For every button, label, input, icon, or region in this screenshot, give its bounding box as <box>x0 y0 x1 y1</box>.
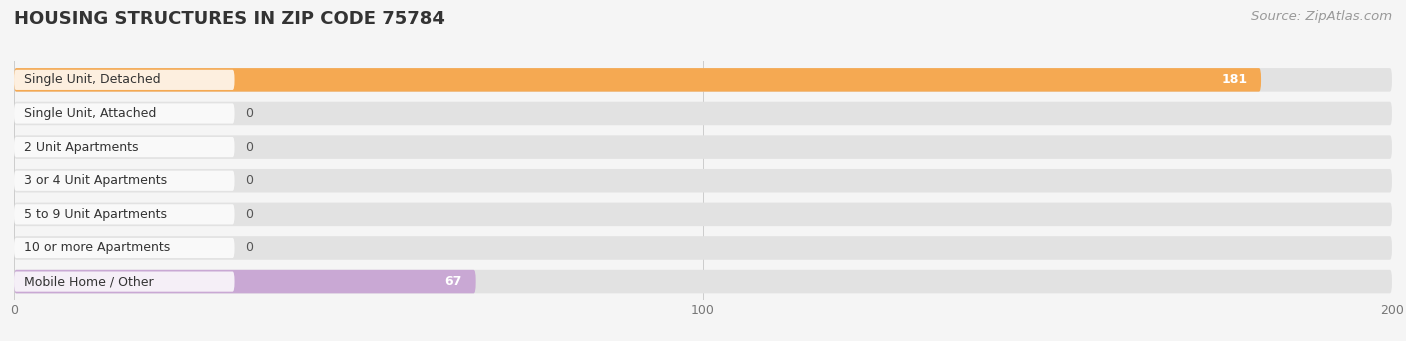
FancyBboxPatch shape <box>14 70 235 90</box>
FancyBboxPatch shape <box>14 137 235 157</box>
FancyBboxPatch shape <box>14 169 1392 193</box>
Text: Mobile Home / Other: Mobile Home / Other <box>24 275 155 288</box>
Text: 0: 0 <box>245 208 253 221</box>
FancyBboxPatch shape <box>14 203 1392 226</box>
Text: Single Unit, Attached: Single Unit, Attached <box>24 107 157 120</box>
Text: 2 Unit Apartments: 2 Unit Apartments <box>24 140 139 153</box>
Text: 3 or 4 Unit Apartments: 3 or 4 Unit Apartments <box>24 174 167 187</box>
Text: 0: 0 <box>245 241 253 254</box>
Text: 181: 181 <box>1222 73 1247 86</box>
FancyBboxPatch shape <box>14 236 1392 260</box>
Text: 0: 0 <box>245 174 253 187</box>
Text: 0: 0 <box>245 140 253 153</box>
Text: Single Unit, Detached: Single Unit, Detached <box>24 73 162 86</box>
FancyBboxPatch shape <box>14 170 235 191</box>
FancyBboxPatch shape <box>14 68 1392 92</box>
Text: 5 to 9 Unit Apartments: 5 to 9 Unit Apartments <box>24 208 167 221</box>
Text: 0: 0 <box>245 107 253 120</box>
FancyBboxPatch shape <box>14 238 235 258</box>
FancyBboxPatch shape <box>14 135 1392 159</box>
FancyBboxPatch shape <box>14 102 1392 125</box>
Text: HOUSING STRUCTURES IN ZIP CODE 75784: HOUSING STRUCTURES IN ZIP CODE 75784 <box>14 10 444 28</box>
Text: 10 or more Apartments: 10 or more Apartments <box>24 241 170 254</box>
Text: 67: 67 <box>444 275 463 288</box>
FancyBboxPatch shape <box>14 204 235 224</box>
FancyBboxPatch shape <box>14 68 1261 92</box>
FancyBboxPatch shape <box>14 103 235 123</box>
FancyBboxPatch shape <box>14 271 235 292</box>
FancyBboxPatch shape <box>14 270 475 293</box>
FancyBboxPatch shape <box>14 270 1392 293</box>
Text: Source: ZipAtlas.com: Source: ZipAtlas.com <box>1251 10 1392 23</box>
